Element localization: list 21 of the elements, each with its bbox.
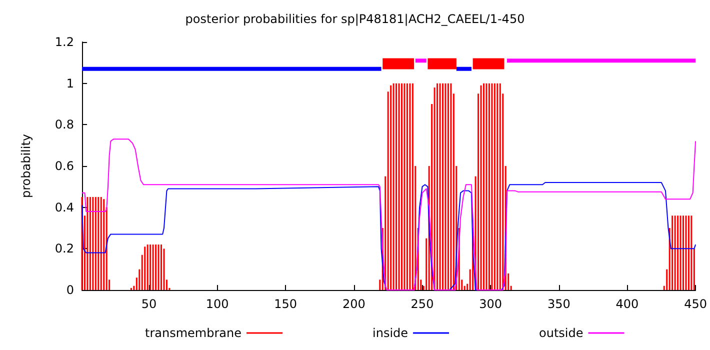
- legend-label: inside: [372, 326, 408, 340]
- y-tick-label: 0.4: [54, 200, 74, 214]
- x-tick-label: 50: [141, 297, 157, 311]
- legend-label: transmembrane: [144, 326, 242, 340]
- x-tick-label: 100: [206, 297, 229, 311]
- y-tick-label: 1.2: [54, 35, 74, 49]
- y-tick-label: 0.2: [54, 242, 74, 256]
- x-tick-label: 350: [547, 297, 570, 311]
- y-tick-label: 0.8: [54, 118, 74, 132]
- x-tick-label: 400: [616, 297, 639, 311]
- x-tick-label: 250: [410, 297, 434, 311]
- y-tick-label: 0: [66, 283, 74, 297]
- legend-label: outside: [539, 326, 584, 340]
- x-tick-label: 200: [342, 297, 366, 311]
- y-tick-label: 1: [66, 76, 74, 90]
- x-tick-label: 450: [684, 297, 707, 311]
- y-axis-title: probability: [19, 134, 33, 198]
- x-tick-label: 150: [274, 297, 298, 311]
- y-tick-label: 0.6: [54, 159, 74, 173]
- chart-title: posterior probabilities for sp|P48181|ACH2_CAEEL/1-450: [185, 12, 525, 26]
- x-tick-label: 300: [479, 297, 502, 311]
